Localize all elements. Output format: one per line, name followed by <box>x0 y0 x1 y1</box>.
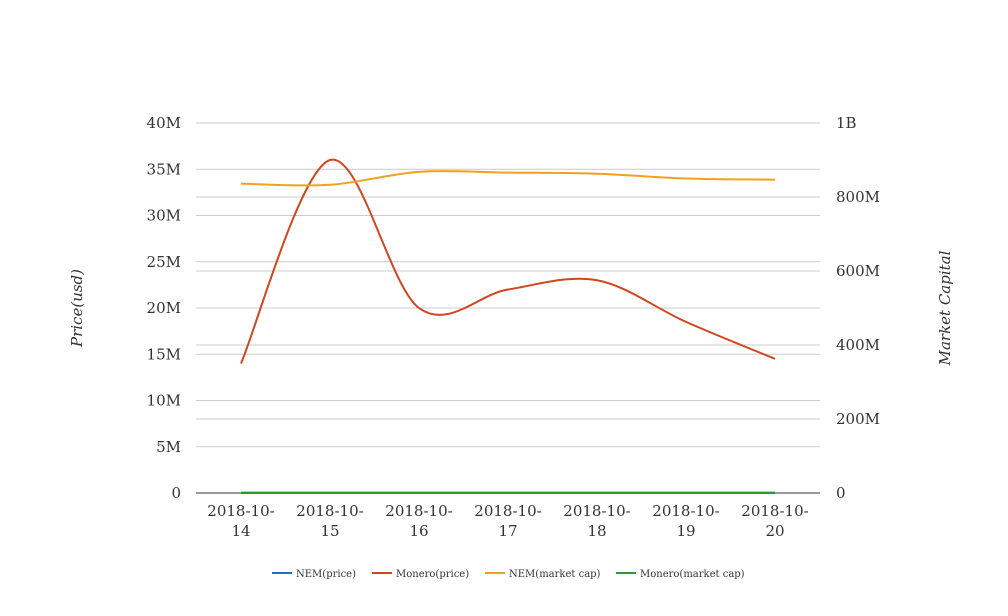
x-axis-tick-label: 2018-10-15 <box>296 502 363 540</box>
right-axis-title: Market Capital <box>936 250 954 366</box>
gridlines <box>196 122 820 448</box>
legend-label: NEM(price) <box>296 569 356 580</box>
x-axis-tick-label: 2018-10-17 <box>474 502 541 540</box>
x-axis-tick-label: 2018-10-16 <box>385 502 452 540</box>
legend-label: Monero(market cap) <box>640 569 745 580</box>
left-axis-title: Price(usd) <box>68 269 86 348</box>
series-line-monero-price <box>240 158 776 364</box>
legend-label: NEM(market cap) <box>509 569 601 580</box>
axes: 0 5M 10M 15M 20M 25M 30M 35M 40M 0 200M 400M 600M 800… <box>147 114 880 540</box>
series-lines <box>240 158 776 495</box>
series-line-nem-market-cap <box>240 170 776 187</box>
legend: NEM(price) Monero(price) NEM(market cap) Mo… <box>272 569 745 580</box>
right-axis-tick-label: 800M <box>836 188 880 206</box>
x-axis-tick-label: 2018-10-19 <box>652 502 719 540</box>
right-axis-tick-label: 400M <box>836 336 880 354</box>
right-axis-tick-label: 0 <box>836 484 846 502</box>
left-axis-tick-label: 5M <box>156 438 181 456</box>
left-axis-tick-label: 30M <box>147 207 181 225</box>
right-axis-tick-label: 200M <box>836 410 880 428</box>
left-axis-tick-label: 35M <box>147 160 181 178</box>
left-axis-tick-label: 10M <box>147 392 181 410</box>
left-axis-tick-label: 40M <box>147 114 181 132</box>
x-axis-tick-label: 2018-10-14 <box>207 502 274 540</box>
right-axis-tick-label: 1B <box>836 114 857 132</box>
right-axis-tick-label: 600M <box>836 262 880 280</box>
x-axis-tick-label: 2018-10-20 <box>741 502 808 540</box>
x-axis-tick-label: 2018-10-18 <box>563 502 630 540</box>
left-axis-tick-label: 15M <box>147 345 181 363</box>
left-axis-tick-label: 0 <box>171 484 181 502</box>
left-axis-tick-label: 25M <box>147 253 181 271</box>
legend-label: Monero(price) <box>396 569 469 580</box>
left-axis-tick-label: 20M <box>147 299 181 317</box>
